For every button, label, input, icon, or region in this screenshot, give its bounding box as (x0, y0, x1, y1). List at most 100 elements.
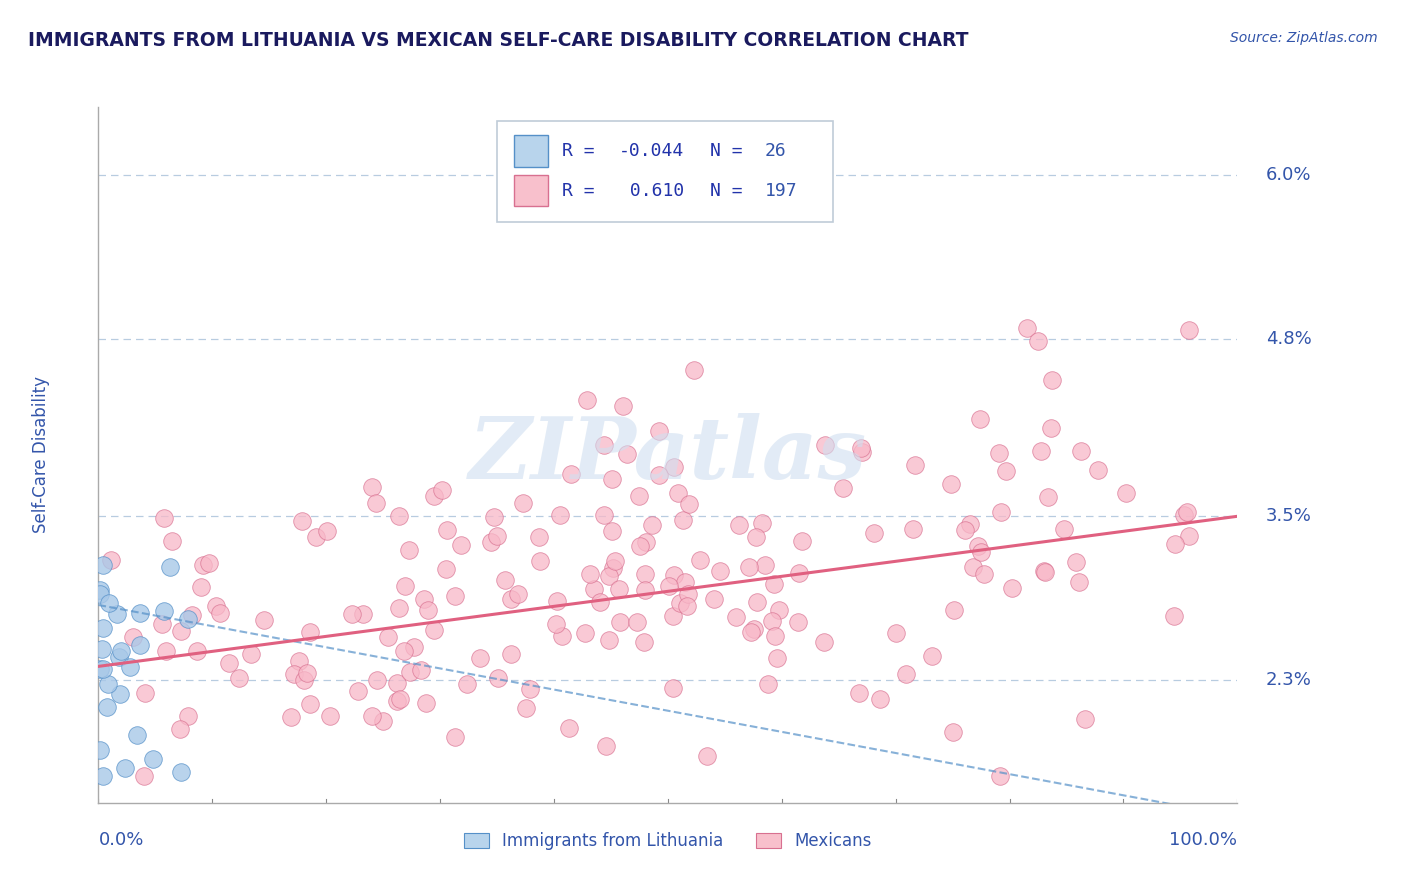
Point (941, 477, 963, 491)
Point (89, 743, 111, 757)
Point (1038, 490, 1060, 504)
Point (600, 524, 623, 538)
Point (499, 592, 522, 607)
Point (153, 604, 176, 618)
Point (832, 481, 855, 495)
Point (1163, 609, 1185, 624)
Point (628, 539, 651, 553)
Point (787, 566, 810, 580)
Point (990, 504, 1012, 518)
Point (361, 709, 384, 723)
Point (548, 508, 571, 522)
Point (696, 749, 718, 764)
Point (253, 613, 276, 627)
Point (316, 524, 339, 538)
Text: 100.0%: 100.0% (1170, 830, 1237, 848)
Point (595, 739, 617, 754)
Point (494, 573, 516, 587)
Point (1178, 529, 1201, 543)
Point (738, 559, 761, 574)
Point (675, 599, 697, 614)
Point (962, 560, 984, 574)
Point (177, 612, 200, 626)
Point (634, 582, 657, 597)
Point (108, 650, 131, 665)
Point (627, 489, 650, 503)
Point (662, 459, 685, 474)
Point (100, 552, 122, 566)
Point (560, 467, 582, 482)
Point (134, 686, 156, 700)
Point (689, 553, 711, 567)
Point (648, 467, 671, 482)
Point (612, 399, 634, 413)
Point (851, 445, 873, 459)
Point (942, 603, 965, 617)
Point (389, 692, 412, 706)
Text: Source: ZipAtlas.com: Source: ZipAtlas.com (1230, 31, 1378, 45)
Point (598, 568, 620, 582)
Point (666, 486, 689, 500)
Point (672, 513, 695, 527)
Point (205, 599, 228, 613)
Point (754, 558, 776, 572)
Point (658, 579, 681, 593)
Point (450, 538, 472, 552)
Text: ZIPatlas: ZIPatlas (468, 413, 868, 497)
Point (761, 614, 783, 628)
Point (114, 761, 136, 775)
Point (768, 603, 790, 617)
Point (959, 516, 981, 531)
Point (763, 629, 786, 643)
Point (633, 635, 655, 649)
Point (740, 624, 762, 639)
Text: 0.0%: 0.0% (98, 830, 143, 848)
Point (515, 701, 537, 715)
Point (181, 608, 204, 623)
Point (790, 534, 813, 549)
Point (603, 554, 626, 568)
Point (751, 516, 773, 530)
Point (468, 651, 491, 665)
Point (361, 480, 384, 494)
Point (1163, 537, 1185, 551)
Text: N =: N = (710, 182, 754, 200)
Text: R =: R = (562, 182, 606, 200)
Point (648, 424, 671, 438)
Point (91, 558, 114, 573)
Point (814, 438, 837, 452)
Point (377, 631, 399, 645)
Point (544, 616, 567, 631)
Point (385, 676, 408, 690)
Point (240, 647, 263, 661)
Point (373, 714, 395, 729)
Point (444, 589, 467, 603)
Point (583, 582, 606, 596)
Point (813, 635, 835, 649)
Point (170, 624, 193, 638)
Point (953, 523, 976, 537)
Point (519, 681, 541, 696)
Point (869, 692, 891, 706)
Point (725, 610, 748, 624)
Point (128, 638, 150, 652)
Point (1074, 712, 1097, 726)
Point (481, 535, 503, 549)
Point (153, 510, 176, 524)
Point (765, 651, 787, 665)
Point (609, 615, 631, 629)
Point (402, 640, 425, 654)
FancyBboxPatch shape (498, 121, 832, 222)
Point (742, 622, 765, 636)
Text: N =: N = (710, 142, 754, 160)
Point (193, 558, 215, 573)
Point (89, 582, 111, 597)
Legend: Immigrants from Lithuania, Mexicans: Immigrants from Lithuania, Mexicans (457, 826, 879, 857)
Point (1029, 443, 1052, 458)
Point (728, 518, 751, 533)
Point (862, 526, 884, 541)
Point (416, 603, 439, 617)
Point (995, 464, 1018, 478)
Point (218, 657, 240, 671)
Point (501, 647, 523, 661)
